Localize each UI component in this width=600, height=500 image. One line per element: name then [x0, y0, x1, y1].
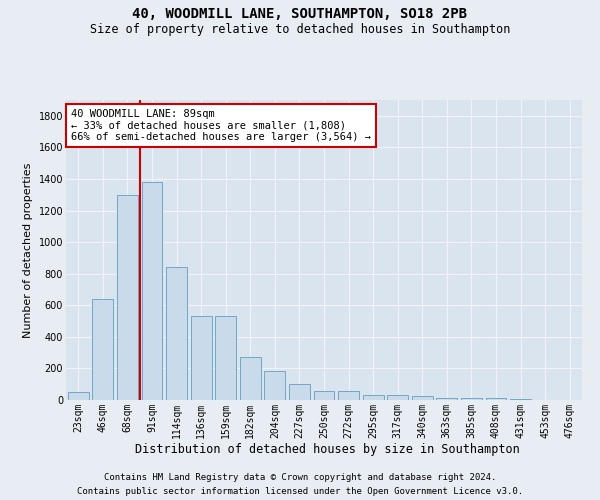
Bar [191, 316, 212, 400]
Text: Contains public sector information licensed under the Open Government Licence v3: Contains public sector information licen… [77, 488, 523, 496]
Bar [68, 392, 89, 400]
Bar [461, 398, 482, 400]
Bar [485, 398, 506, 400]
Bar [436, 398, 457, 400]
Bar [338, 390, 359, 400]
Text: Size of property relative to detached houses in Southampton: Size of property relative to detached ho… [90, 22, 510, 36]
Text: 40 WOODMILL LANE: 89sqm
← 33% of detached houses are smaller (1,808)
66% of semi: 40 WOODMILL LANE: 89sqm ← 33% of detache… [71, 109, 371, 142]
Y-axis label: Number of detached properties: Number of detached properties [23, 162, 33, 338]
Text: 40, WOODMILL LANE, SOUTHAMPTON, SO18 2PB: 40, WOODMILL LANE, SOUTHAMPTON, SO18 2PB [133, 8, 467, 22]
Text: Contains HM Land Registry data © Crown copyright and database right 2024.: Contains HM Land Registry data © Crown c… [104, 472, 496, 482]
Bar [362, 396, 383, 400]
Bar [215, 316, 236, 400]
Bar [240, 358, 261, 400]
Bar [510, 399, 531, 400]
Bar [387, 396, 408, 400]
Bar [314, 390, 334, 400]
Text: Distribution of detached houses by size in Southampton: Distribution of detached houses by size … [134, 442, 520, 456]
Bar [142, 182, 163, 400]
Bar [289, 384, 310, 400]
Bar [92, 299, 113, 400]
Bar [265, 371, 286, 400]
Bar [412, 396, 433, 400]
Bar [166, 268, 187, 400]
Bar [117, 194, 138, 400]
